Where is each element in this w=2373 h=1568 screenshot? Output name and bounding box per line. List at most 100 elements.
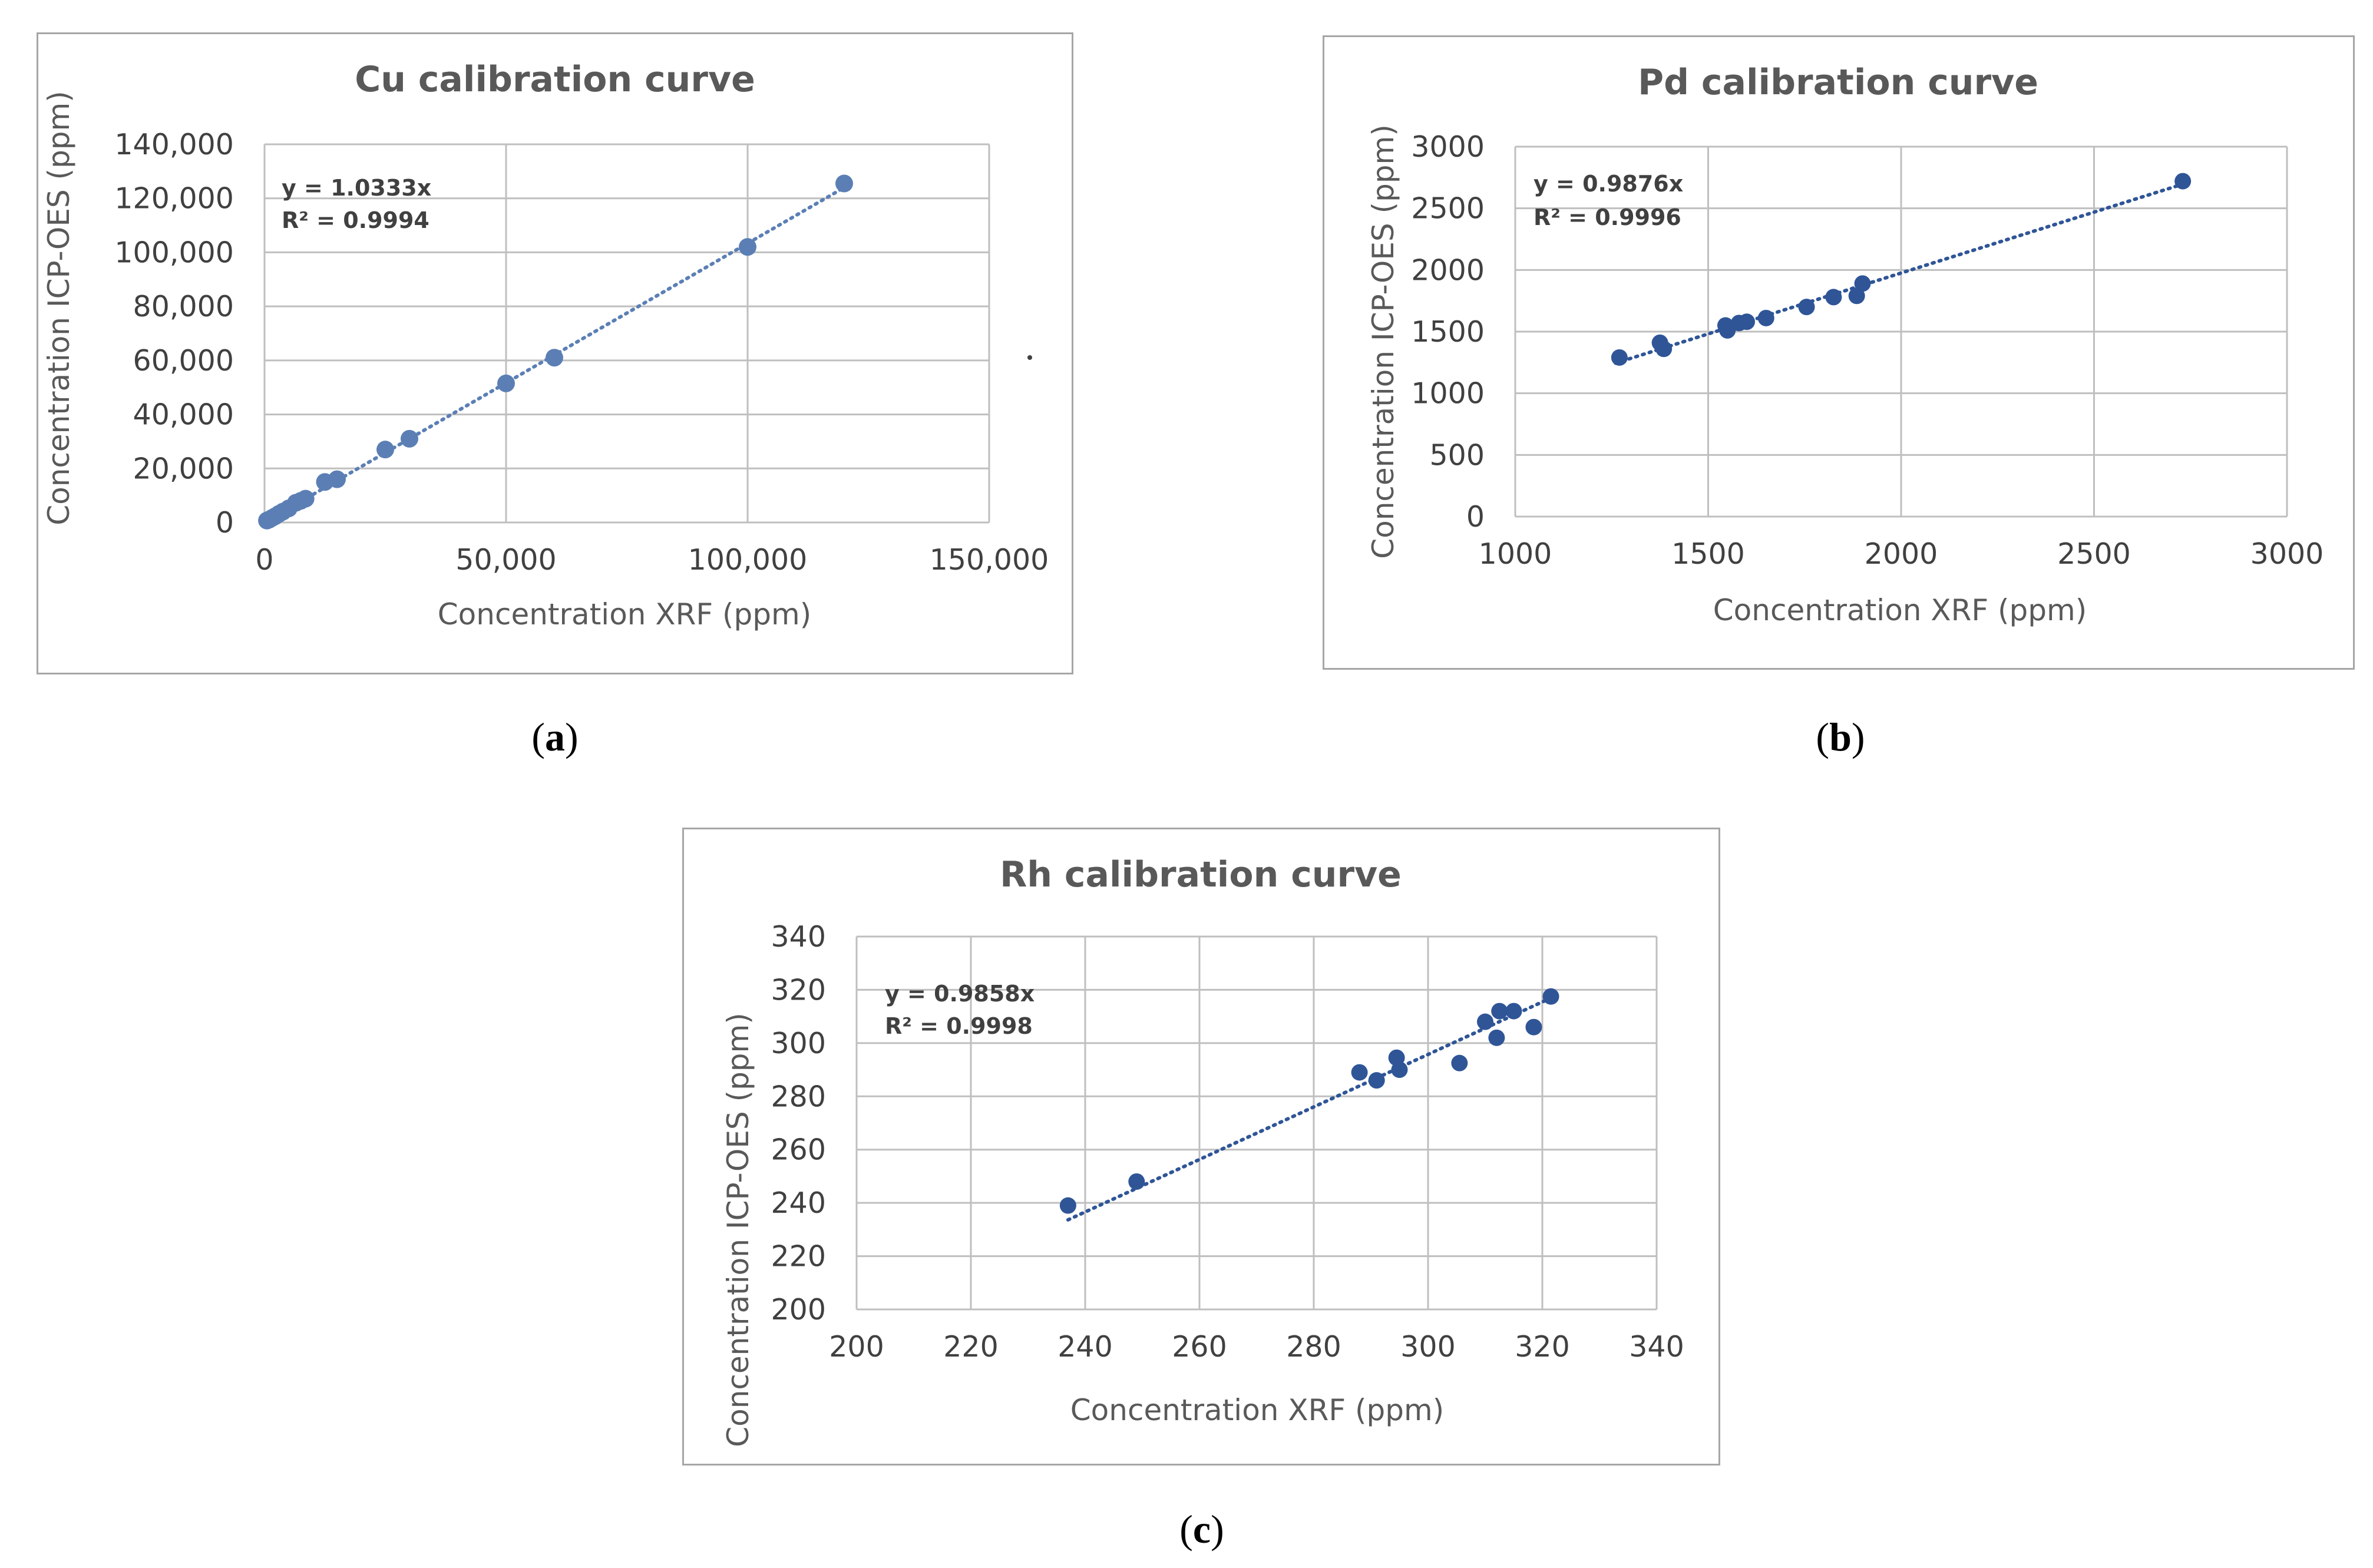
chart-frame: [1323, 35, 2355, 670]
y-tick-label: 240: [771, 1186, 826, 1220]
x-tick-labels: 0 50,000 100,000 150,000: [255, 543, 1049, 577]
y-tick-label: 260: [771, 1133, 826, 1167]
y-axis-label: Concentration ICP-OES (ppm): [42, 91, 76, 525]
y-tick-label: 40,000: [133, 398, 234, 432]
x-tick-label: 2500: [2057, 537, 2131, 571]
x-tick-label: 320: [1515, 1330, 1570, 1364]
y-tick-label: 340: [771, 920, 826, 954]
x-tick-label: 240: [1057, 1330, 1113, 1364]
data-point: [1655, 340, 1673, 358]
data-point: [1477, 1013, 1493, 1030]
y-tick-labels: 200 220 240 260 280 300 320 340: [771, 920, 826, 1326]
x-tick-label: 280: [1286, 1330, 1341, 1364]
data-points: [1059, 988, 1559, 1214]
y-tick-label: 200: [771, 1293, 826, 1326]
x-axis-label: Concentration XRF (ppm): [1713, 593, 2087, 627]
data-point: [497, 374, 515, 392]
y-axis-label: Concentration ICP-OES (ppm): [1366, 124, 1400, 559]
data-point: [2174, 173, 2192, 190]
y-tick-label: 80,000: [133, 290, 234, 323]
panel-c: 200 220 240 260 280 300 320 340 200 220 240 260 280…: [682, 828, 1720, 1466]
data-point: [546, 349, 563, 367]
data-point: [376, 441, 394, 459]
y-tick-label: 20,000: [133, 452, 234, 485]
r-squared-label: R² = 0.9996: [1533, 204, 1681, 230]
cu-calibration-chart: 0 50,000 100,000 150,000 0 20,000 40,000 60,00…: [37, 32, 1073, 674]
data-point: [328, 470, 346, 488]
x-tick-label: 150,000: [930, 543, 1049, 577]
data-point: [1059, 1197, 1076, 1214]
y-tick-label: 2000: [1411, 253, 1485, 287]
y-tick-label: 60,000: [133, 344, 234, 378]
data-point: [1505, 1003, 1522, 1020]
y-tick-label: 220: [771, 1240, 826, 1273]
data-point: [1391, 1061, 1408, 1079]
data-point: [1368, 1072, 1385, 1089]
data-point: [1542, 988, 1559, 1005]
data-point: [296, 489, 315, 508]
rh-calibration-chart: 200 220 240 260 280 300 320 340 200 220 240 260 280…: [682, 828, 1720, 1466]
x-tick-label: 2000: [1865, 537, 1938, 571]
chart-title: Rh calibration curve: [1000, 854, 1402, 895]
stray-dot: [1027, 355, 1032, 360]
chart-title: Cu calibration curve: [355, 59, 755, 100]
y-tick-label: 320: [771, 973, 826, 1007]
caption-a: (a): [531, 714, 579, 759]
trendline-group: [1614, 182, 2185, 365]
x-axis-label: Concentration XRF (ppm): [438, 597, 811, 631]
y-tick-label: 500: [1429, 438, 1485, 472]
data-point: [1128, 1173, 1145, 1190]
y-tick-label: 300: [771, 1027, 826, 1060]
data-point: [1525, 1018, 1542, 1036]
data-point: [835, 174, 853, 193]
x-tick-label: 100,000: [688, 543, 808, 577]
r-squared-label: R² = 0.9994: [282, 207, 429, 233]
pd-calibration-chart: 1000 1500 2000 2500 3000 0 500 1000 1500 2000 250…: [1323, 35, 2355, 670]
trendline-equation: y = 1.0333x: [282, 175, 431, 201]
r-squared-label: R² = 0.9998: [885, 1013, 1033, 1039]
data-point: [1798, 299, 1815, 316]
y-tick-labels: 0 20,000 40,000 60,000 80,000 100,000 120,000 1…: [114, 128, 234, 540]
data-point: [1848, 287, 1865, 305]
x-axis-label: Concentration XRF (ppm): [1070, 1393, 1444, 1427]
chart-title: Pd calibration curve: [1638, 62, 2038, 103]
data-points: [1611, 173, 2192, 366]
x-tick-label: 1500: [1671, 537, 1745, 571]
caption-b: (b): [1816, 714, 1865, 759]
y-tick-label: 1000: [1411, 377, 1485, 411]
data-point: [1451, 1054, 1468, 1071]
trendline-equation: y = 0.9858x: [885, 981, 1035, 1007]
y-tick-label: 3000: [1411, 130, 1485, 164]
trendline-equation: y = 0.9876x: [1533, 171, 1683, 197]
y-tick-label: 120,000: [114, 182, 234, 216]
y-tick-label: 0: [216, 506, 234, 540]
data-points: [258, 174, 853, 530]
y-tick-label: 2500: [1411, 192, 1485, 226]
data-point: [401, 429, 418, 448]
caption-c: (c): [1179, 1507, 1224, 1552]
data-point: [739, 238, 756, 256]
x-tick-labels: 1000 1500 2000 2500 3000: [1479, 537, 2324, 571]
data-point: [1854, 275, 1871, 292]
data-point: [1757, 309, 1774, 326]
y-tick-label: 280: [771, 1080, 826, 1113]
trendline: [1614, 182, 2185, 365]
x-tick-label: 340: [1629, 1330, 1684, 1364]
x-tick-label: 260: [1172, 1330, 1227, 1364]
y-tick-label: 1500: [1411, 315, 1485, 349]
grid: [263, 143, 990, 524]
data-point: [1488, 1029, 1505, 1046]
x-tick-label: 0: [255, 543, 273, 577]
y-tick-label: 140,000: [114, 128, 234, 161]
panel-a: 0 50,000 100,000 150,000 0 20,000 40,000 60,00…: [37, 32, 1073, 674]
x-tick-label: 50,000: [455, 543, 556, 577]
x-tick-label: 200: [829, 1330, 884, 1364]
x-tick-label: 1000: [1479, 537, 1552, 571]
x-tick-labels: 200 220 240 260 280 300 320 340: [829, 1330, 1684, 1364]
x-tick-label: 3000: [2250, 537, 2324, 571]
grid: [1514, 145, 2288, 518]
y-tick-labels: 0 500 1000 1500 2000 2500 3000: [1411, 130, 1485, 534]
x-tick-label: 220: [943, 1330, 999, 1364]
y-axis-label: Concentration ICP-OES (ppm): [721, 1013, 755, 1447]
chart-frame: [682, 828, 1720, 1466]
